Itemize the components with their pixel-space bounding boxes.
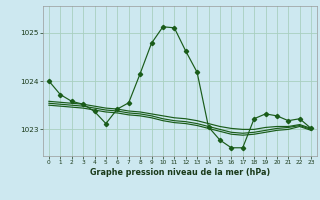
X-axis label: Graphe pression niveau de la mer (hPa): Graphe pression niveau de la mer (hPa) bbox=[90, 168, 270, 177]
